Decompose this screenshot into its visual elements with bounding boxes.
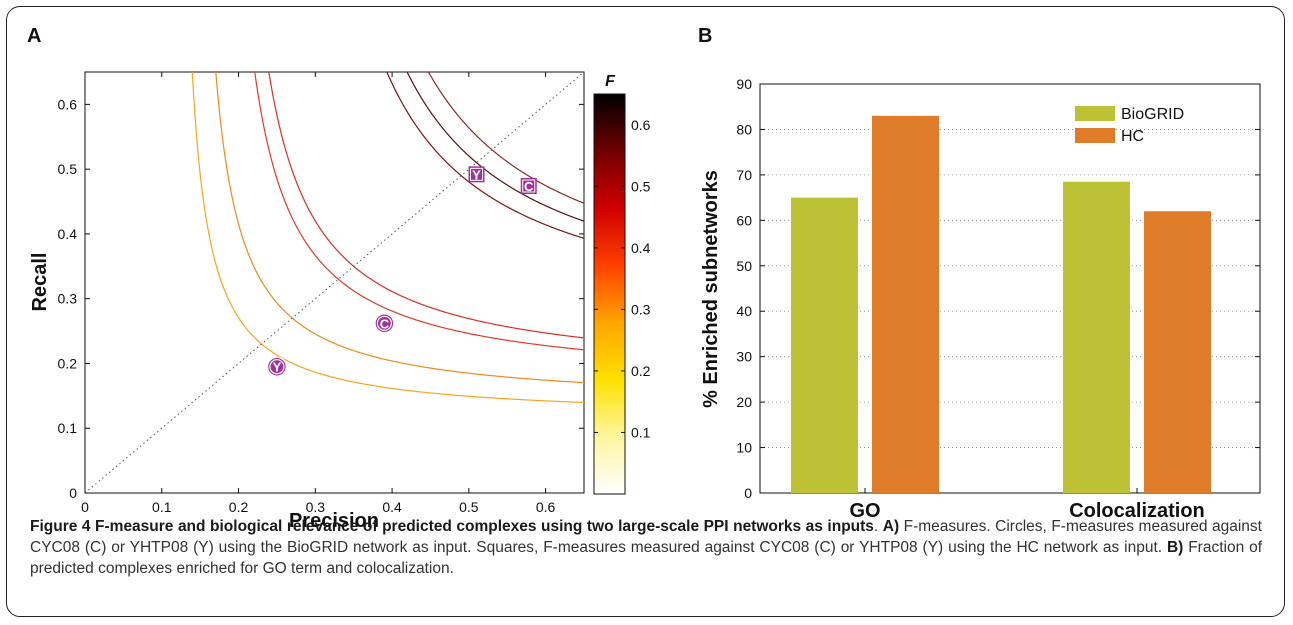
- square-marker: [520, 177, 537, 194]
- y-tick-label: 70: [736, 167, 752, 183]
- legend-label: HC: [1121, 128, 1144, 145]
- f-colorbar: F 0.1 0.2 0.3 0.4 0.5 0.6: [593, 73, 651, 495]
- diagonal-reference-line: [85, 72, 584, 493]
- y-tick-label: 40: [736, 303, 752, 319]
- category-label: GO: [849, 500, 880, 522]
- y-tick-label: 0: [744, 485, 752, 501]
- panel-a-x-axis-label: Precision: [289, 510, 379, 532]
- f-contour-line: [268, 72, 584, 339]
- y-tick-label: 0.1: [58, 420, 78, 436]
- caption-b-text: Fraction of predicted complexes enriched…: [30, 539, 1262, 577]
- y-tick-label: 10: [736, 440, 752, 456]
- panel-a-plot: Y C Y C 0 0.1 0.2 0.3 0.4 0.5 0.6 0 0.1 0.2 0.3 0.4 0.…: [29, 71, 585, 532]
- square-marker: [468, 166, 485, 183]
- y-tick-label: 0.5: [58, 161, 78, 177]
- x-tick-label: 0.5: [459, 499, 479, 515]
- f-contour-line: [386, 72, 584, 239]
- colorbar-tick-label: 0.2: [631, 363, 651, 379]
- panel-a-y-axis-label: Recall: [29, 253, 51, 312]
- x-tick-label: 0.6: [536, 499, 556, 515]
- caption-a-label: A): [882, 518, 900, 535]
- bar-hc: [872, 115, 939, 494]
- f-contour-line: [215, 72, 584, 384]
- x-tick-label: 0: [81, 499, 89, 515]
- legend-swatch: [1075, 128, 1115, 143]
- f-contour-line: [254, 72, 584, 351]
- y-tick-label: 0.3: [58, 291, 78, 307]
- panel-letter-a: A: [27, 25, 41, 47]
- colorbar-tick-label: 0.4: [631, 240, 651, 256]
- point-label: Y: [472, 167, 481, 182]
- bar-biogrid: [791, 197, 858, 493]
- colorbar-title: F: [605, 73, 616, 90]
- point-label: C: [524, 179, 534, 194]
- y-tick-label: 80: [736, 121, 752, 137]
- panel-b-legend: BioGRID HC: [1075, 106, 1184, 145]
- x-tick-label: 0.3: [306, 499, 326, 515]
- square-marker-ring: [470, 167, 484, 181]
- y-tick-label: 0: [69, 485, 77, 501]
- y-tick-label: 50: [736, 258, 752, 274]
- x-tick-label: 0.2: [229, 499, 249, 515]
- figure-caption: Figure 4 F-measure and biological releva…: [30, 518, 1262, 577]
- panel-b-y-axis-label: % Enriched subnetworks: [700, 170, 722, 408]
- y-tick-label: 0.4: [58, 226, 78, 242]
- point-label: C: [380, 316, 390, 331]
- category-label: Colocalization: [1069, 500, 1205, 522]
- square-marker-ring: [522, 179, 536, 193]
- y-tick-label: 30: [736, 349, 752, 365]
- x-tick-label: 0.4: [382, 499, 402, 515]
- colorbar-tick-label: 0.6: [631, 117, 651, 133]
- f-contour-line: [406, 72, 584, 222]
- bar-hc: [1144, 211, 1211, 493]
- y-tick-label: 60: [736, 212, 752, 228]
- legend-swatch: [1075, 106, 1115, 121]
- panel-letter-b: B: [698, 25, 712, 47]
- f-contour-line: [191, 72, 584, 404]
- caption-a-text: F-measures. Circles, F-measures measured…: [30, 518, 1262, 556]
- y-tick-label: 0.6: [58, 96, 78, 112]
- panel-b-plot: 0 10 20 30 40 50 60 70 80 90 GO Colocalization Bio…: [700, 76, 1261, 522]
- colorbar-tick-label: 0.3: [631, 301, 651, 317]
- caption-title: Figure 4 F-measure and biological releva…: [30, 518, 874, 535]
- figure-frame: [6, 6, 1285, 617]
- y-tick-label: 20: [736, 394, 752, 410]
- f-contour-line: [427, 72, 584, 204]
- circle-marker-ring: [269, 359, 285, 375]
- x-tick-label: 0.1: [152, 499, 172, 515]
- y-tick-label: 0.2: [58, 355, 78, 371]
- circle-marker-ring: [376, 315, 392, 331]
- bar-biogrid: [1063, 181, 1130, 493]
- y-tick-label: 90: [736, 76, 752, 92]
- colorbar-tick-label: 0.5: [631, 178, 651, 194]
- point-label: Y: [273, 360, 282, 375]
- legend-label: BioGRID: [1121, 106, 1184, 123]
- colorbar-tick-label: 0.1: [631, 424, 651, 440]
- caption-b-label: B): [1166, 539, 1184, 556]
- colorbar-gradient: [593, 93, 626, 495]
